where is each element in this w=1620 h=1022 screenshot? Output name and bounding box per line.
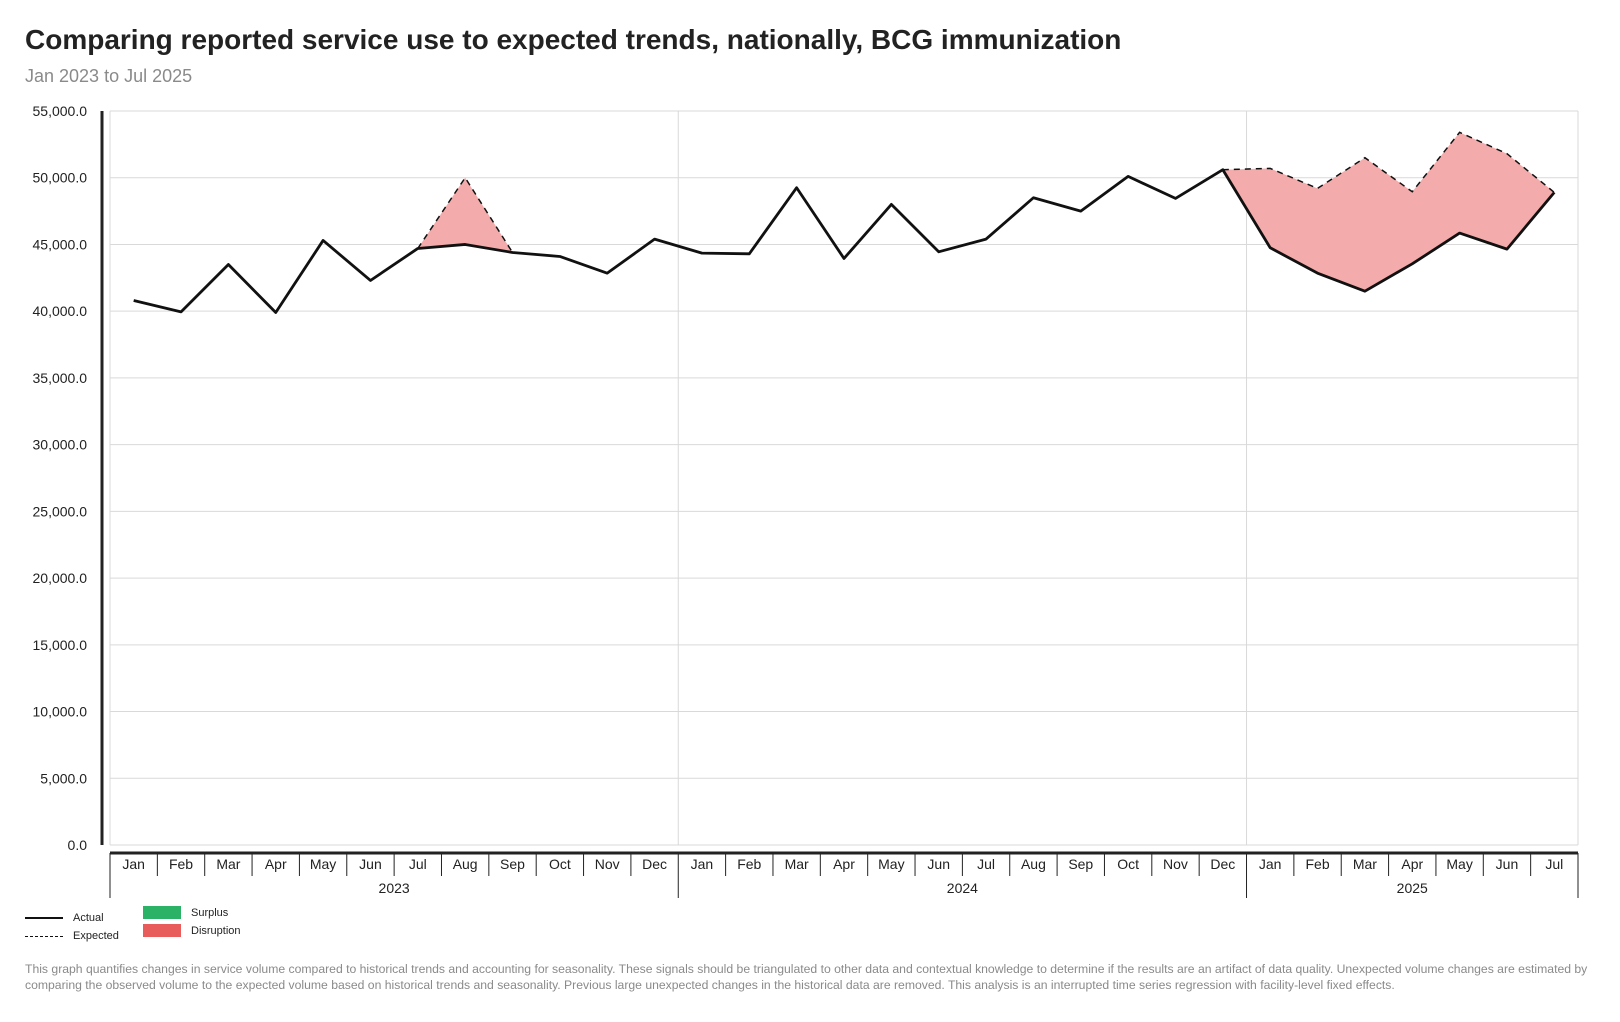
footnote: This graph quantifies changes in service…	[25, 962, 1588, 992]
x-tick-label: Aug	[453, 856, 478, 872]
x-tick-label: Nov	[1163, 856, 1188, 872]
legend-label-expected: Expected	[73, 930, 119, 942]
x-group-label: 2023	[379, 880, 410, 896]
chart-subtitle: Jan 2023 to Jul 2025	[25, 66, 193, 86]
y-tick-label: 25,000.0	[33, 503, 88, 519]
y-tick-label: 20,000.0	[33, 570, 88, 586]
x-tick-label: Mar	[216, 856, 240, 872]
disruption-area	[417, 177, 513, 253]
x-tick-label: Oct	[1117, 856, 1139, 872]
x-tick-label: Jun	[1496, 856, 1519, 872]
y-tick-label: 0.0	[68, 837, 88, 853]
x-tick-label: Mar	[785, 856, 809, 872]
x-tick-label: May	[1446, 856, 1472, 872]
disruption-swatch-icon	[143, 924, 181, 937]
disruption-area	[1222, 132, 1555, 292]
x-tick-label: Sep	[1068, 856, 1093, 872]
x-tick-label: Nov	[595, 856, 620, 872]
x-tick-label: Apr	[833, 856, 855, 872]
legend-label-actual: Actual	[73, 912, 104, 924]
y-tick-label: 5,000.0	[40, 770, 87, 786]
y-tick-label: 50,000.0	[33, 170, 88, 186]
line-chart: 0.0 5,000.0 10,000.0 15,000.0 20,000.0 25,000…	[33, 103, 1579, 898]
x-tick-label: Dec	[642, 856, 667, 872]
y-tick-label: 15,000.0	[33, 637, 88, 653]
series-line-expected	[1222, 131, 1555, 193]
y-tick-label: 35,000.0	[33, 370, 88, 386]
surplus-swatch-icon	[143, 906, 181, 919]
x-tick-label: Feb	[1305, 856, 1329, 872]
chart-title: Comparing reported service use to expect…	[25, 24, 1122, 55]
x-tick-label: Sep	[500, 856, 525, 872]
x-tick-label: Feb	[737, 856, 761, 872]
legend-item-actual: Actual	[25, 912, 104, 924]
x-tick-label: Dec	[1210, 856, 1235, 872]
legend-item-surplus: Surplus	[143, 906, 228, 919]
x-tick-label: Apr	[1401, 856, 1423, 872]
x-tick-label: Jan	[122, 856, 145, 872]
x-tick-label: Mar	[1353, 856, 1377, 872]
y-tick-label: 10,000.0	[33, 704, 88, 720]
x-group-label: 2025	[1397, 880, 1428, 896]
x-tick-label: May	[310, 856, 336, 872]
x-tick-label: Jul	[1545, 856, 1563, 872]
x-tick-label: Oct	[549, 856, 571, 872]
x-tick-label: Jan	[1259, 856, 1282, 872]
legend-item-expected: Expected	[25, 930, 119, 942]
x-tick-label: Feb	[169, 856, 193, 872]
y-tick-label: 40,000.0	[33, 303, 88, 319]
series-line-expected	[417, 176, 514, 253]
x-tick-label: May	[878, 856, 904, 872]
series-line-actual	[133, 168, 1556, 314]
dashed-line-icon	[25, 935, 63, 937]
y-tick-label: 45,000.0	[33, 236, 88, 252]
x-tick-label: Jan	[691, 856, 714, 872]
x-tick-label: Jun	[927, 856, 950, 872]
x-group-label: 2024	[947, 880, 978, 896]
y-tick-label: 55,000.0	[33, 103, 88, 119]
x-tick-label: Aug	[1021, 856, 1046, 872]
legend-label-disruption: Disruption	[191, 924, 241, 937]
y-tick-label: 30,000.0	[33, 437, 88, 453]
x-tick-label: Jun	[359, 856, 382, 872]
legend-item-disruption: Disruption	[143, 924, 241, 937]
legend-label-surplus: Surplus	[191, 906, 229, 919]
solid-line-icon	[25, 917, 63, 919]
x-tick-label: Apr	[265, 856, 287, 872]
x-tick-label: Jul	[977, 856, 995, 872]
x-tick-label: Jul	[409, 856, 427, 872]
